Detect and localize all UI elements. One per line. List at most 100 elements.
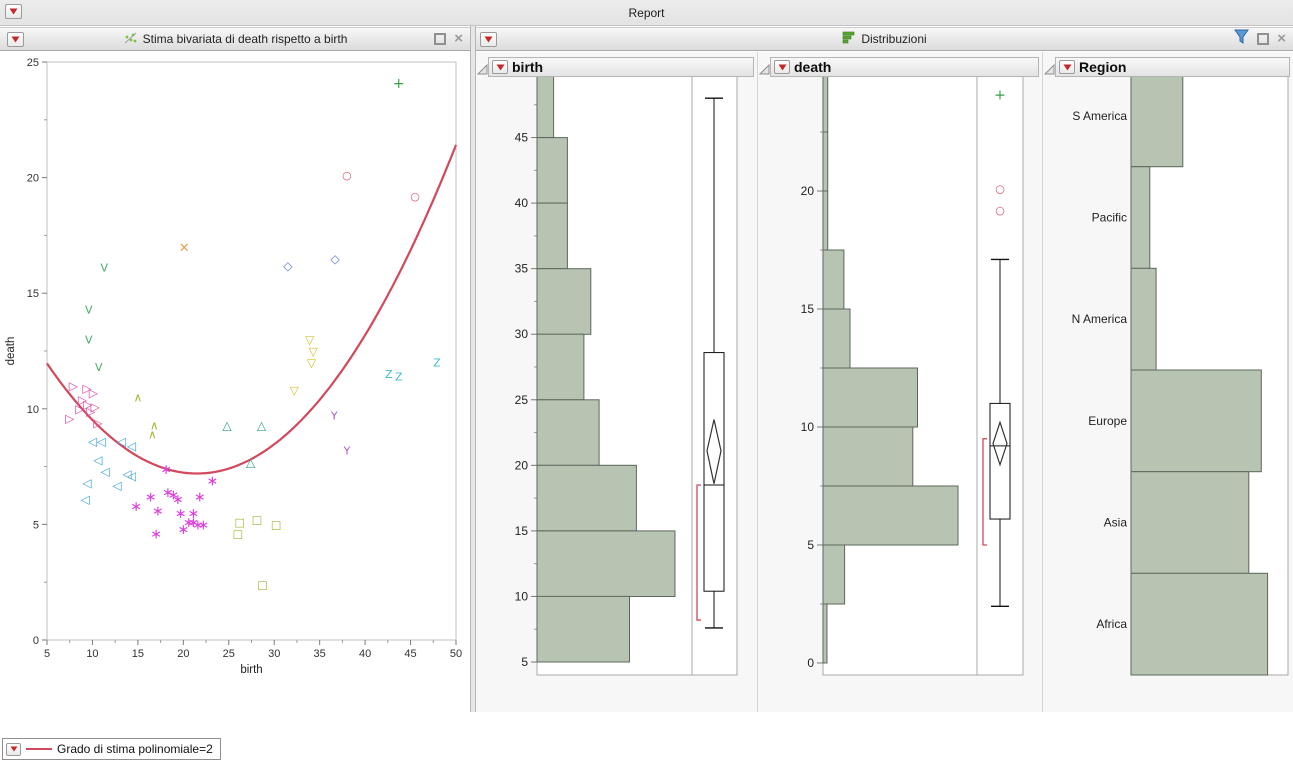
svg-text:Asia: Asia [1104,516,1128,530]
svg-text:N America: N America [1072,312,1128,326]
svg-text:▽: ▽ [290,384,300,398]
svg-text:40: 40 [515,196,529,210]
svg-text:V: V [85,333,93,346]
svg-text:Z: Z [385,368,393,381]
svg-text:20: 20 [801,184,815,198]
svg-text:◁: ◁ [81,476,91,490]
svg-text:45: 45 [404,648,416,660]
svg-text:∗: ∗ [177,522,189,538]
svg-text:◁: ◁ [92,453,102,467]
distributions-panel-header: Distribuzioni × [476,27,1293,51]
svg-text:□: □ [234,516,244,529]
birth-outline-header: birth [488,57,754,77]
region-bar-chart-plot[interactable]: S America Pacific N America Europe Asia Afric… [1043,52,1293,687]
svg-text:25: 25 [515,393,529,407]
svg-text:10: 10 [27,404,39,416]
svg-text:35: 35 [314,648,326,660]
svg-text:◁: ◁ [87,434,97,448]
distributions-maximize-button[interactable] [1257,33,1270,45]
fit-legend-red-triangle-menu-button[interactable] [6,742,21,756]
bivariate-close-button[interactable]: × [454,30,463,47]
region-disclosure-wedge-icon[interactable] [1043,62,1055,80]
svg-text:5: 5 [807,538,814,552]
svg-text:0: 0 [807,656,814,670]
svg-text:∗: ∗ [183,515,195,531]
svg-text:20: 20 [515,458,529,472]
svg-text:birth: birth [240,664,262,676]
svg-text:△: △ [246,455,256,469]
fit-legend: Grado di stima polinomiale=2 [2,738,221,760]
svg-text:◁: ◁ [116,434,126,448]
svg-text:▷: ▷ [89,386,99,400]
svg-text:Europe: Europe [1088,414,1127,428]
svg-text:30: 30 [515,327,529,341]
birth-red-triangle-menu-button[interactable] [492,60,508,74]
svg-text:▷: ▷ [75,402,85,416]
svg-text:Y: Y [343,444,351,457]
svg-text:+: + [994,87,1006,103]
svg-text:20: 20 [177,648,189,660]
birth-disclosure-wedge-icon[interactable] [476,62,488,80]
svg-text:∗: ∗ [187,515,199,531]
svg-text:10: 10 [86,648,98,660]
svg-text:0: 0 [33,635,39,647]
bivariate-red-triangle-menu-button[interactable] [7,32,24,47]
svg-text:25: 25 [223,648,235,660]
death-red-triangle-menu-button[interactable] [774,60,790,74]
svg-text:∗: ∗ [162,485,174,501]
svg-text:∗: ∗ [187,506,199,522]
report-titlebar: Report [0,0,1293,26]
svg-text:∗: ∗ [207,474,219,490]
bivariate-panel-header: Stima bivariata di death rispetto a birt… [0,27,470,51]
svg-text:∧: ∧ [150,418,159,432]
fit-legend-label: Grado di stima polinomiale=2 [57,742,213,756]
svg-text:10: 10 [801,420,815,434]
svg-text:30: 30 [268,648,280,660]
svg-text:▷: ▷ [82,381,92,395]
svg-text:15: 15 [27,288,39,300]
svg-text:○: ○ [410,190,420,203]
svg-text:◇: ◇ [283,259,293,273]
svg-text:Z: Z [433,357,441,370]
death-disclosure-wedge-icon[interactable] [758,62,770,80]
svg-text:∗: ∗ [194,490,206,506]
svg-text:∗: ∗ [175,506,187,522]
distributions-close-button[interactable]: × [1277,30,1286,47]
svg-text:∗: ∗ [152,504,164,520]
svg-text:Africa: Africa [1096,617,1127,631]
svg-text:□: □ [233,528,243,541]
window-title: Report [628,6,665,20]
svg-text:5: 5 [44,648,50,660]
svg-text:∗: ∗ [192,517,204,533]
svg-text:◁: ◁ [126,469,136,483]
svg-text:◁: ◁ [80,492,90,506]
bivariate-scatter-plot[interactable]: 5 10 15 20 25 30 35 40 45 50birth0510152025death▷… [0,52,470,686]
svg-text:◁: ◁ [121,467,131,481]
svg-text:∗: ∗ [167,487,179,503]
bivariate-maximize-button[interactable] [434,33,447,45]
svg-text:5: 5 [521,655,528,669]
svg-text:△: △ [257,418,267,432]
panel-splitter[interactable] [470,26,476,712]
bivariate-scatter-icon [123,31,138,48]
svg-text:○: ○ [342,169,352,182]
svg-text:∗: ∗ [197,517,209,533]
svg-text:▷: ▷ [83,397,93,411]
svg-text:Z: Z [395,370,403,383]
svg-text:Pacific: Pacific [1092,211,1127,225]
distributions-icon [842,31,856,47]
distributions-red-triangle-menu-button[interactable] [480,32,497,47]
svg-text:15: 15 [801,302,815,316]
svg-text:◁: ◁ [111,478,121,492]
region-distribution-column: Region S America Pacific N America Europe As… [1042,52,1293,712]
data-filter-icon[interactable] [1234,29,1250,50]
region-outline-header: Region [1055,57,1290,77]
distributions-panel-title: Distribuzioni [861,32,927,46]
svg-text:death: death [5,337,17,366]
region-red-triangle-menu-button[interactable] [1059,60,1075,74]
report-red-triangle-menu-button[interactable] [5,4,22,19]
svg-text:◁: ◁ [96,434,106,448]
